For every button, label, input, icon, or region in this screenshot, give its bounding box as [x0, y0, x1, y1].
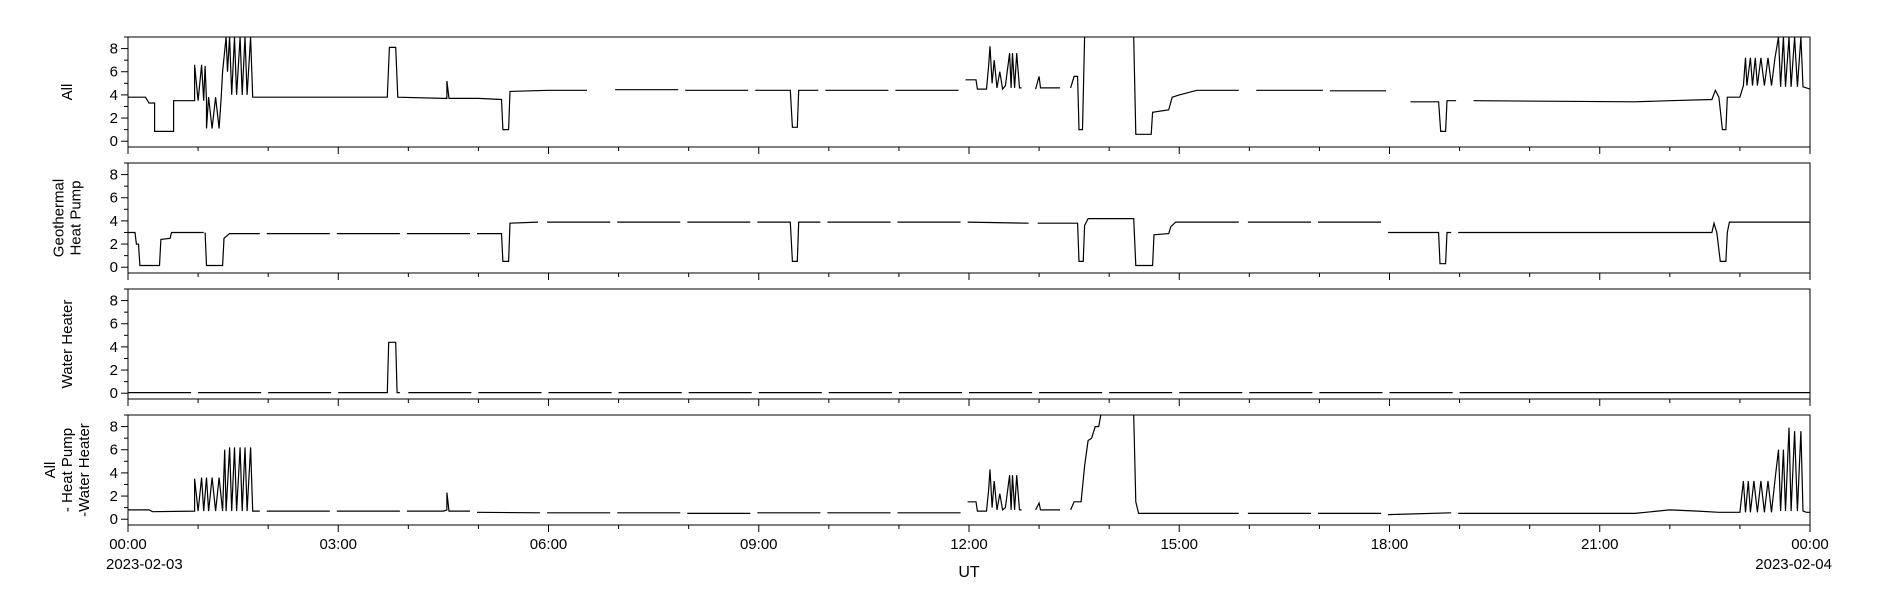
panel-frame	[127, 162, 1811, 274]
y-tick-label: 0	[110, 133, 118, 150]
y-tick-label: 6	[110, 442, 118, 459]
x-tick-label: 18:00	[1371, 536, 1409, 553]
y-axis-label: All	[59, 84, 76, 101]
y-axis-label: - Heat Pump	[59, 428, 76, 512]
x-tick-label: 00:00	[1791, 536, 1829, 553]
series-line	[1410, 100, 1457, 132]
series-line	[967, 469, 1022, 512]
series-line	[476, 511, 541, 514]
y-tick-label: 2	[110, 236, 118, 253]
y-tick-label: 0	[110, 385, 118, 402]
series-line	[965, 46, 1022, 91]
panel-frame	[127, 288, 1811, 400]
y-tick-label: 4	[110, 339, 118, 356]
series-line	[755, 89, 819, 128]
x-date-label: 2023-02-03	[106, 556, 183, 573]
series-line	[1133, 37, 1239, 135]
series-line	[1035, 501, 1061, 511]
y-tick-label: 2	[110, 362, 118, 379]
panel-frame	[127, 36, 1811, 148]
y-tick-label: 8	[110, 167, 118, 184]
y-tick-label: 6	[110, 64, 118, 81]
y-tick-label: 4	[110, 213, 118, 230]
y-tick-label: 4	[110, 465, 118, 482]
series-line	[1388, 231, 1452, 265]
y-tick-label: 6	[110, 316, 118, 333]
x-tick-label: 21:00	[1581, 536, 1619, 553]
y-tick-label: 8	[110, 41, 118, 58]
y-axis-label: Water Heater	[59, 300, 76, 389]
y-tick-label: 0	[110, 511, 118, 528]
series-line	[1035, 76, 1061, 90]
series-line	[1070, 415, 1102, 511]
y-axis-label: All	[42, 462, 59, 479]
series-line	[1070, 37, 1086, 131]
series-line	[1458, 220, 1810, 262]
series-line	[1133, 415, 1239, 514]
x-tick-label: 03:00	[319, 536, 357, 553]
y-axis-label: Heat Pump	[68, 180, 85, 255]
series-line	[757, 221, 821, 262]
series-line	[406, 492, 470, 512]
y-axis-label: -Water Heater	[76, 423, 93, 517]
series-line	[1037, 218, 1239, 267]
series-line	[204, 232, 260, 267]
series-line	[1388, 512, 1452, 516]
x-date-label: 2023-02-04	[1755, 556, 1832, 573]
x-tick-label: 09:00	[740, 536, 778, 553]
series-line	[477, 221, 539, 262]
y-tick-label: 4	[110, 87, 118, 104]
x-tick-label: 12:00	[950, 536, 988, 553]
x-tick-label: 06:00	[530, 536, 568, 553]
series-line	[128, 37, 587, 132]
panel-frame	[127, 414, 1811, 526]
y-axis-label: Geothermal	[51, 179, 68, 257]
x-tick-label: 00:00	[109, 536, 147, 553]
y-tick-label: 0	[110, 259, 118, 276]
series-line	[128, 231, 204, 267]
series-line	[1473, 37, 1810, 131]
y-tick-label: 2	[110, 488, 118, 505]
y-tick-label: 6	[110, 190, 118, 207]
y-tick-label: 8	[110, 293, 118, 310]
series-line	[967, 221, 1029, 224]
y-tick-label: 8	[110, 419, 118, 436]
x-axis-label: UT	[958, 564, 980, 581]
x-tick-label: 15:00	[1160, 536, 1198, 553]
y-tick-label: 2	[110, 110, 118, 127]
series-line	[128, 447, 260, 513]
series-line	[338, 341, 400, 394]
series-line	[1458, 427, 1810, 514]
